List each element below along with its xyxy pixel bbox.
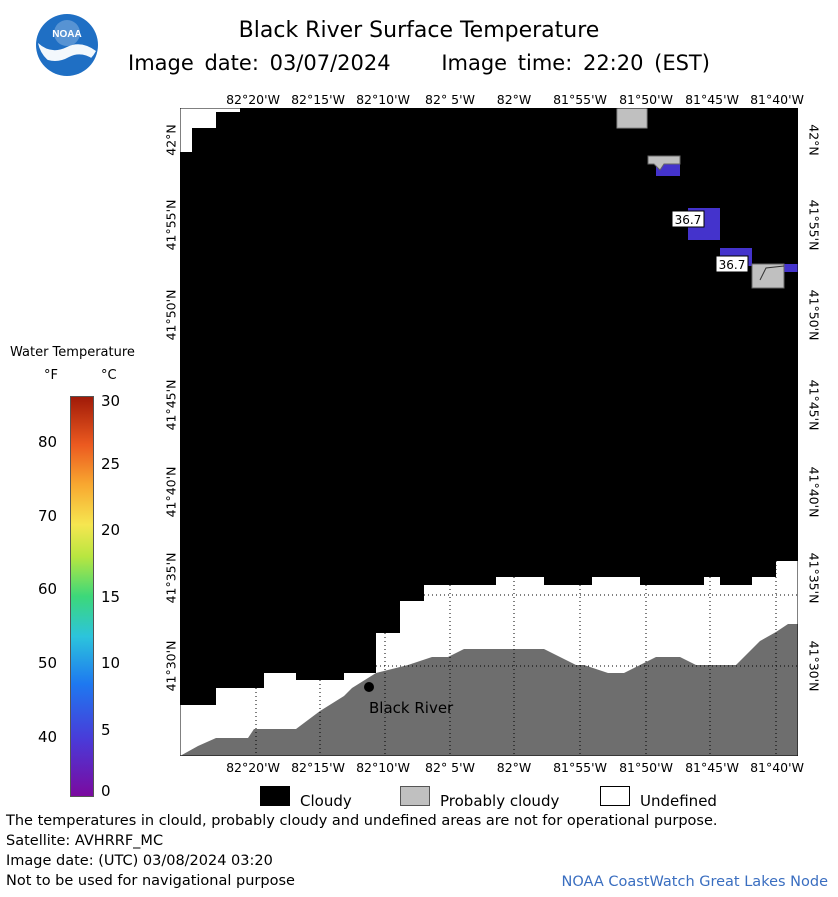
- c-label: 30: [101, 392, 121, 410]
- temperature-map: 36.7 36.7 Black River: [180, 108, 798, 756]
- lat-label-right: 41°30'N: [806, 640, 822, 692]
- black-river-marker: [364, 682, 374, 692]
- lon-label-top: 82° 5'W: [425, 92, 475, 107]
- image-time: Image time: 22:20 (EST): [441, 51, 710, 75]
- lat-label-left: 41°50'N: [163, 289, 179, 341]
- c-label: 15: [101, 588, 121, 606]
- lon-label-top: 81°40'W: [750, 92, 804, 107]
- c-label: 25: [101, 455, 121, 473]
- lon-label-bottom: 81°40'W: [750, 760, 804, 775]
- probably-cloudy-patch: [647, 155, 681, 171]
- undefined-label: Undefined: [640, 792, 717, 810]
- lon-label-top: 81°55'W: [553, 92, 607, 107]
- probably-cloudy-label: Probably cloudy: [440, 792, 560, 810]
- c-label: 10: [101, 654, 121, 672]
- temperature-label: 36.7: [675, 213, 702, 227]
- lon-label-bottom: 81°45'W: [685, 760, 739, 775]
- credit-link[interactable]: NOAA CoastWatch Great Lakes Node: [561, 874, 828, 890]
- lat-label-left: 41°55'N: [163, 199, 179, 251]
- lon-label-top: 82°10'W: [356, 92, 410, 107]
- lon-label-top: 81°50'W: [619, 92, 673, 107]
- lon-label-bottom: 82°W: [496, 760, 532, 775]
- lon-label-bottom: 82°15'W: [291, 760, 345, 775]
- lon-label-top: 82°W: [496, 92, 532, 107]
- lat-label-right: 41°45'N: [806, 379, 822, 431]
- svg-text:NOAA: NOAA: [52, 29, 81, 40]
- cloudy-swatch: [260, 786, 290, 806]
- c-label: 0: [101, 782, 111, 800]
- image-date: Image date: 03/07/2024: [128, 51, 391, 75]
- page-title: Black River Surface Temperature: [238, 18, 600, 43]
- lon-label-bottom: 82°20'W: [226, 760, 280, 775]
- lat-label-right: 41°50'N: [806, 289, 822, 341]
- f-label: 50: [38, 654, 58, 672]
- probably-cloudy-swatch: [400, 786, 430, 806]
- lon-label-bottom: 81°50'W: [619, 760, 673, 775]
- lon-label-bottom: 82° 5'W: [425, 760, 475, 775]
- f-label: 40: [38, 728, 58, 746]
- footer-note: The temperatures in clould, probably clo…: [6, 813, 718, 829]
- c-label: 5: [101, 721, 111, 739]
- lon-label-bottom: 82°10'W: [356, 760, 410, 775]
- f-label: 60: [38, 580, 58, 598]
- lat-label-right: 41°35'N: [806, 552, 822, 604]
- graticule: [180, 561, 798, 756]
- utc-date: Image date: (UTC) 03/08/2024 03:20: [6, 853, 273, 869]
- temperature-label: 36.7: [719, 258, 746, 272]
- land-area: [180, 624, 798, 756]
- noaa-logo: NOAA: [36, 14, 98, 76]
- image-datetime: Image date: 03/07/2024 Image time: 22:20…: [0, 51, 838, 75]
- lat-label-left: 41°35'N: [163, 552, 179, 604]
- undefined-swatch: [600, 786, 630, 806]
- lat-label-left: 42°N: [163, 124, 179, 156]
- undefined-corner: [180, 108, 240, 152]
- color-scale-bar: [70, 396, 94, 797]
- unit-f: °F: [44, 368, 58, 383]
- lat-label-right: 41°40'N: [806, 466, 822, 518]
- lon-label-top: 81°45'W: [685, 92, 739, 107]
- satellite-info: Satellite: AVHRRF_MC: [6, 833, 164, 849]
- lat-label-right: 41°55'N: [806, 199, 822, 251]
- nav-warning: Not to be used for navigational purpose: [6, 873, 295, 889]
- cloudy-label: Cloudy: [300, 792, 352, 810]
- lat-label-right: 42°N: [806, 124, 822, 156]
- f-label: 80: [38, 433, 58, 451]
- f-label: 70: [38, 507, 58, 525]
- lat-label-left: 41°30'N: [163, 640, 179, 692]
- probably-cloudy-patch: [616, 108, 648, 129]
- unit-c: °C: [101, 368, 117, 383]
- lon-label-bottom: 81°55'W: [553, 760, 607, 775]
- lon-label-top: 82°20'W: [226, 92, 280, 107]
- lon-label-top: 82°15'W: [291, 92, 345, 107]
- lat-label-left: 41°40'N: [163, 466, 179, 518]
- c-label: 20: [101, 521, 121, 539]
- legend-title: Water Temperature: [10, 345, 135, 360]
- lat-label-left: 41°45'N: [163, 379, 179, 431]
- place-label: Black River: [369, 699, 454, 717]
